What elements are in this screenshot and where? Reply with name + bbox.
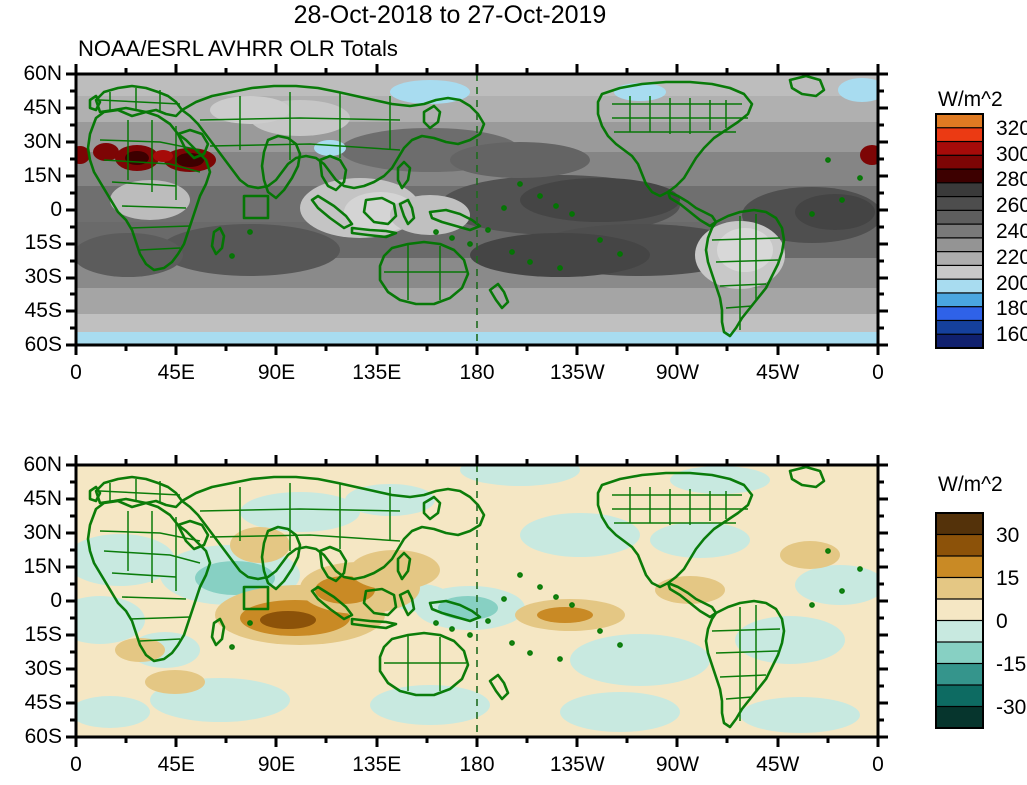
colorbar2-band-3 [935, 576, 984, 600]
panel1-ytick-0: 60N [23, 62, 62, 85]
panel1-xtick-2: 90E [257, 361, 296, 384]
colorbar1-band-5 [935, 182, 984, 198]
colorbar1-label-7: 180 [996, 297, 1027, 321]
panel2-xtick-4: 180 [459, 753, 495, 776]
panel2-xtick-8: 0 [872, 753, 884, 776]
figure-title: 28-Oct-2018 to 27-Oct-2019 [293, 1, 607, 29]
panel2-ytick-7: 45S [24, 691, 62, 714]
colorbar2-units: W/m^2 [938, 473, 1003, 496]
colorbar1-label-2: 280 [996, 168, 1027, 192]
panel1-xtick-6: 90W [655, 361, 700, 384]
colorbar1-label-8: 160 [996, 323, 1027, 347]
colorbar1-band-13 [935, 292, 984, 308]
colorbar1-band-9 [935, 237, 984, 253]
panel1-xtick-7: 45W [756, 361, 800, 384]
panel1-xtick-1: 45E [157, 361, 195, 384]
colorbar1-band-6 [935, 195, 984, 212]
colorbar1-label-6: 200 [996, 271, 1027, 295]
colorbar1-label-0: 320 [996, 116, 1027, 140]
panel2-ytick-8: 60S [24, 725, 62, 748]
panel2-ytick-1: 45N [23, 487, 62, 510]
colorbar-olr-totals [935, 113, 984, 349]
panel1-ytick-8: 60S [24, 333, 62, 356]
colorbar2-band-6 [935, 641, 984, 665]
colorbar1-band-12 [935, 278, 984, 294]
colorbar2-label-3: -15 [996, 652, 1027, 676]
colorbar1-band-3 [935, 154, 984, 171]
panel2-ticks [66, 455, 888, 747]
colorbar2-band-9 [935, 705, 984, 729]
panel1-xtick-5: 135W [549, 361, 605, 384]
panel2-ytick-6: 30S [24, 657, 62, 680]
panel2-ytick-0: 60N [23, 453, 62, 476]
colorbar2-band-2 [935, 555, 984, 579]
panel2-xtick-3: 135E [352, 753, 402, 776]
panel2-ytick-5: 15S [24, 623, 62, 646]
colorbar2-label-2: 0 [996, 609, 1008, 633]
colorbar1-label-1: 300 [996, 142, 1027, 166]
colorbar1-band-10 [935, 251, 984, 267]
colorbar2-band-5 [935, 619, 984, 643]
colorbar1-band-15 [935, 319, 984, 336]
colorbar1-band-0 [935, 113, 984, 129]
colorbar2-band-1 [935, 533, 984, 557]
colorbar1-label-3: 260 [996, 194, 1027, 218]
colorbar1-band-2 [935, 140, 984, 157]
panel2-xtick-7: 45W [756, 753, 800, 776]
colorbar1-band-1 [935, 127, 984, 143]
panel1-ytick-7: 45S [24, 299, 62, 323]
colorbar2-band-4 [935, 598, 984, 622]
colorbar1-band-14 [935, 306, 984, 322]
panel2-xtick-2: 90E [257, 753, 296, 776]
colorbar1-label-5: 220 [996, 245, 1027, 269]
colorbar-olr-anomalies [935, 512, 984, 729]
panel1-ytick-6: 30S [24, 265, 62, 289]
panel1-ytick-1: 45N [23, 95, 62, 119]
olr-totals-field [76, 74, 878, 345]
panel2-xtick-1: 45E [157, 753, 195, 776]
panel-title-olr-totals: NOAA/ESRL AVHRR OLR Totals [78, 36, 398, 61]
panel2-xtick-0: 0 [70, 753, 82, 776]
panel2-xtick-6: 90W [655, 753, 700, 776]
colorbar1-band-11 [935, 264, 984, 281]
colorbar1-band-16 [935, 333, 984, 349]
colorbar1-band-8 [935, 223, 984, 239]
colorbar1-band-4 [935, 168, 984, 184]
panel1-ytick-5: 15S [24, 231, 62, 255]
panel1-xtick-3: 135E [352, 361, 402, 384]
panel2-ytick-4: 0 [50, 589, 62, 612]
panel1-ytick-2: 30N [23, 129, 62, 153]
colorbar1-band-7 [935, 209, 984, 226]
panel1-ticks [66, 64, 888, 355]
colorbar2-label-4: -30 [996, 695, 1027, 719]
panel1-xtick-8: 0 [872, 361, 884, 384]
panel1-ytick-3: 15N [23, 163, 62, 187]
colorbar2-band-0 [935, 512, 984, 536]
panel2-ytick-3: 15N [23, 555, 62, 578]
colorbar2-band-7 [935, 662, 984, 686]
panel2-xtick-5: 135W [549, 753, 605, 776]
panel1-ytick-4: 0 [50, 197, 62, 221]
colorbar2-label-1: 15 [996, 566, 1020, 590]
colorbar2-band-8 [935, 684, 984, 708]
colorbar2-label-0: 30 [996, 523, 1020, 547]
colorbar1-units: W/m^2 [938, 88, 1003, 111]
olr-anomalies-field [76, 465, 878, 737]
colorbar1-label-4: 240 [996, 220, 1027, 243]
panel1-xtick-4: 180 [459, 361, 495, 384]
panel1-xtick-0: 0 [70, 361, 82, 384]
panel2-ytick-2: 30N [23, 521, 62, 544]
